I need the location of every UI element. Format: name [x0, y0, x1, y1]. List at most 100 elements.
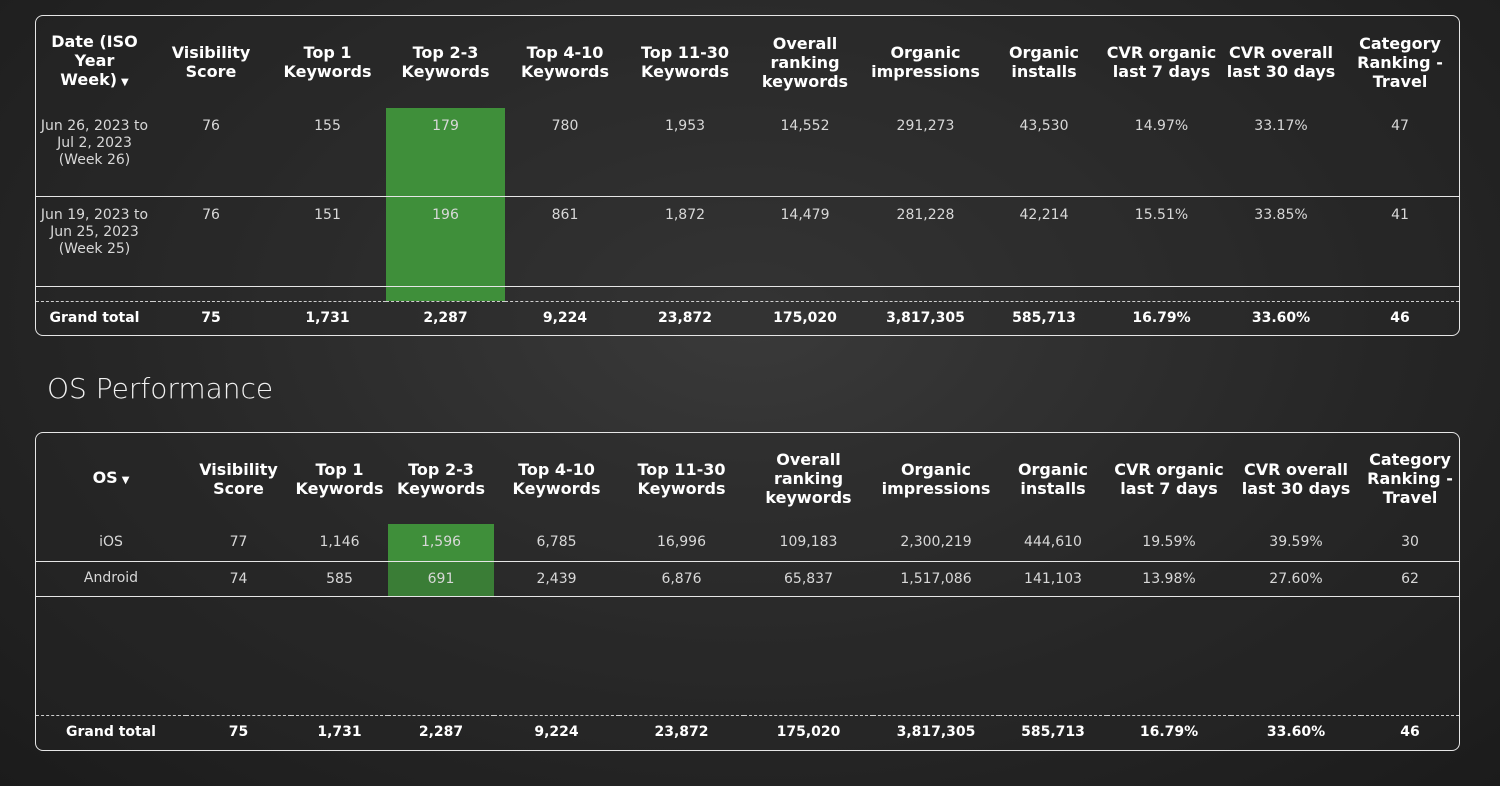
total-cell: 175,020: [744, 714, 873, 749]
header-text: CVR overall last 30 days: [1241, 459, 1351, 498]
spacer-row: [36, 596, 1459, 715]
column-header: Top 4-10 Keywords: [494, 433, 619, 524]
cell: iOS: [36, 524, 186, 562]
header-text: Top 2-3 Keywords: [401, 43, 490, 81]
grand-total-row: Grand total 75 1,731 2,287 9,224 23,872 175,02…: [36, 714, 1459, 749]
column-header: CVR overall last 30 days: [1231, 433, 1361, 524]
cell: 76: [153, 196, 269, 287]
cell: 33.17%: [1221, 108, 1341, 197]
data-row: Jun 19, 2023 to Jun 25, 2023 (Week 25) 76…: [36, 196, 1459, 287]
cell: 179: [386, 108, 505, 197]
cell: 77: [186, 524, 291, 562]
column-header: CVR overall last 30 days: [1221, 16, 1341, 108]
data-row: Android 74 585 691 2,439 6,876 65,837 1,517,086…: [36, 561, 1459, 597]
column-header: Top 1 Keywords: [291, 433, 388, 524]
column-header[interactable]: OS ▼: [36, 433, 186, 524]
column-header: CVR organic last 7 days: [1102, 16, 1221, 108]
total-cell: 23,872: [619, 714, 744, 749]
total-cell: 585,713: [999, 714, 1107, 749]
table: OS ▼ Visibility Score Top 1 Keywords Top 2-3…: [36, 433, 1459, 749]
header-text: CVR overall last 30 days: [1226, 43, 1336, 81]
total-cell: 9,224: [494, 714, 619, 749]
header-row: Date (ISO Year Week) ▼ Visibility Score Top…: [36, 16, 1459, 108]
column-header: Overall ranking keywords: [744, 433, 873, 524]
cell: 155: [269, 108, 386, 197]
sort-arrow[interactable]: ▼: [121, 77, 129, 88]
cell: Jun 26, 2023 to Jul 2, 2023 (Week 26): [36, 108, 153, 197]
total-cell: 1,731: [269, 300, 386, 334]
cell: 585: [291, 561, 388, 597]
header-text: CVR organic last 7 days: [1106, 43, 1217, 81]
total-cell: 46: [1361, 714, 1459, 749]
cell: 65,837: [744, 561, 873, 597]
total-cell: 3,817,305: [865, 300, 986, 334]
cell: 1,872: [625, 196, 745, 287]
cell: 14.97%: [1102, 108, 1221, 197]
cell: 14,552: [745, 108, 865, 197]
header-text: Top 2-3 Keywords: [396, 459, 486, 498]
header-text: OS: [92, 467, 118, 487]
total-cell: Grand total: [36, 714, 186, 749]
column-header: Visibility Score: [153, 16, 269, 108]
sort-arrow[interactable]: ▼: [121, 474, 130, 486]
cell: 16,996: [619, 524, 744, 562]
cell: 1,953: [625, 108, 745, 197]
header-text: Visibility Score: [171, 43, 251, 81]
cell: 19.59%: [1107, 524, 1231, 562]
column-header[interactable]: Date (ISO Year Week) ▼: [36, 16, 153, 108]
column-header: Category Ranking - Travel: [1361, 433, 1459, 524]
total-cell: 46: [1341, 300, 1459, 334]
cell: 39.59%: [1231, 524, 1361, 562]
cell: 47: [1341, 108, 1459, 197]
total-cell: 33.60%: [1231, 714, 1361, 749]
cell: 15.51%: [1102, 196, 1221, 287]
header-text: Visibility Score: [199, 459, 278, 498]
cell: 196: [386, 196, 505, 287]
weekly-table: Date (ISO Year Week) ▼ Visibility Score Top…: [35, 15, 1460, 336]
header-text: Organic installs: [1017, 459, 1089, 498]
total-cell: Grand total: [36, 300, 153, 334]
column-header: Top 2-3 Keywords: [386, 16, 505, 108]
total-cell: 75: [186, 714, 291, 749]
cell: 43,530: [986, 108, 1102, 197]
column-header: Top 1 Keywords: [269, 16, 386, 108]
total-cell: 16.79%: [1102, 300, 1221, 334]
cell: 861: [505, 196, 625, 287]
data-row: Jun 26, 2023 to Jul 2, 2023 (Week 26) 76 1…: [36, 108, 1459, 197]
cell: 151: [269, 196, 386, 287]
total-cell: 1,731: [291, 714, 388, 749]
cell: 291,273: [865, 108, 986, 197]
header-text: Organic installs: [1008, 43, 1080, 81]
cell: 1,146: [291, 524, 388, 562]
header-text: Top 4-10 Keywords: [520, 43, 610, 81]
total-cell: 16.79%: [1107, 714, 1231, 749]
total-cell: 2,287: [388, 714, 494, 749]
os-table: OS ▼ Visibility Score Top 1 Keywords Top 2-3…: [35, 432, 1460, 751]
cell: 141,103: [999, 561, 1107, 597]
header-text: Top 1 Keywords: [283, 43, 372, 81]
header-text: Category Ranking - Travel: [1357, 33, 1443, 91]
header-text: Organic impressions: [881, 459, 991, 498]
cell: 109,183: [744, 524, 873, 562]
cell: 1,517,086: [873, 561, 999, 597]
header-text: Category Ranking - Travel: [1367, 450, 1453, 507]
column-header: Top 4-10 Keywords: [505, 16, 625, 108]
section-title: OS Performance: [47, 372, 274, 405]
cell: 6,876: [619, 561, 744, 597]
cell: Android: [36, 561, 186, 597]
cell: 780: [505, 108, 625, 197]
cell: 2,300,219: [873, 524, 999, 562]
header-row: OS ▼ Visibility Score Top 1 Keywords Top 2-3…: [36, 433, 1459, 524]
cell: 30: [1361, 524, 1459, 562]
column-header: CVR organic last 7 days: [1107, 433, 1231, 524]
column-header: Visibility Score: [186, 433, 291, 524]
total-cell: 33.60%: [1221, 300, 1341, 334]
cell: 27.60%: [1231, 561, 1361, 597]
cell: 33.85%: [1221, 196, 1341, 287]
data-row: iOS 77 1,146 1,596 6,785 16,996 109,183 2,300,2…: [36, 524, 1459, 562]
total-cell: 75: [153, 300, 269, 334]
header-text: CVR organic last 7 days: [1114, 459, 1224, 498]
column-header: Top 11-30 Keywords: [619, 433, 744, 524]
cell: 42,214: [986, 196, 1102, 287]
